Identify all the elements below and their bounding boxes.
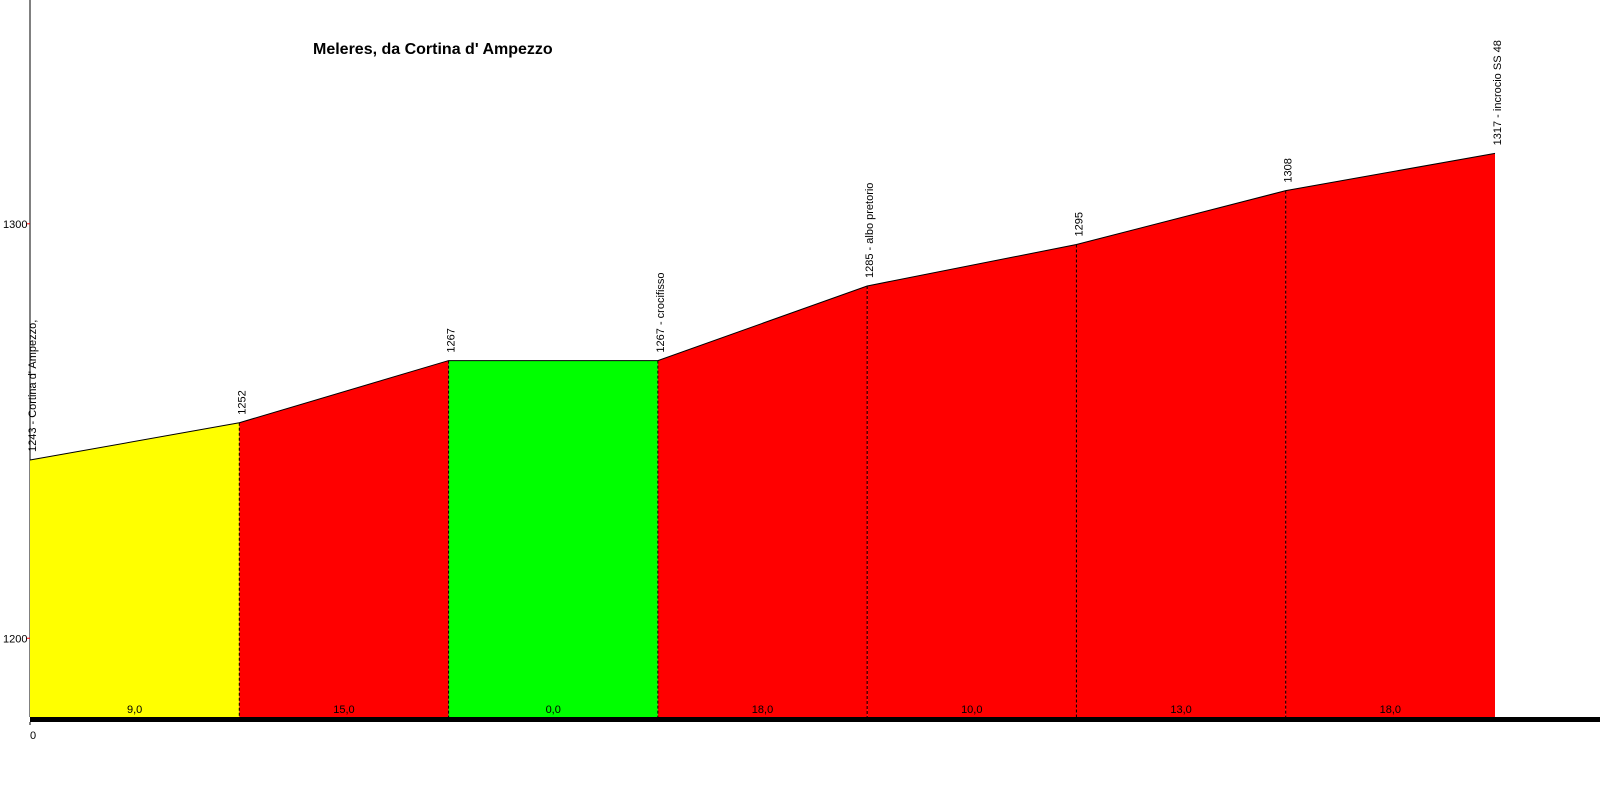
- segment-label: 10,0: [961, 704, 982, 716]
- point-label: 1252: [236, 390, 248, 414]
- segment-label: 15,0: [333, 704, 354, 716]
- point-label: 1243 - Cortina d' Ampezzo,: [27, 320, 39, 452]
- x-axis: [30, 717, 1600, 722]
- point-label: 1267 - crocifisso: [655, 272, 667, 352]
- chart-title: Meleres, da Cortina d' Ampezzo: [313, 41, 553, 58]
- segment: [448, 360, 658, 717]
- segment: [239, 360, 449, 717]
- segment-label: 18,0: [752, 704, 773, 716]
- segment: [1076, 190, 1286, 717]
- point-label: 1317 - incrocio SS 48: [1492, 40, 1504, 145]
- segment: [30, 422, 240, 717]
- point-label: 1267: [446, 328, 458, 352]
- segment: [1285, 153, 1495, 718]
- point-label: 1285 - albo pretorio: [864, 183, 876, 278]
- profile-line: [29, 152, 1496, 461]
- point-label: 1295: [1073, 212, 1085, 236]
- segment: [867, 244, 1077, 718]
- point-label: 1308: [1283, 158, 1295, 182]
- segment-label: 0,0: [546, 704, 561, 716]
- y-tick-label: 1300: [3, 219, 27, 231]
- segment-label: 9,0: [127, 704, 142, 716]
- segment-label: 18,0: [1380, 704, 1401, 716]
- y-tick-label: 1200: [3, 633, 27, 645]
- segment: [657, 285, 868, 717]
- segment-label: 13,0: [1170, 704, 1191, 716]
- x-tick-label: 0: [30, 730, 36, 742]
